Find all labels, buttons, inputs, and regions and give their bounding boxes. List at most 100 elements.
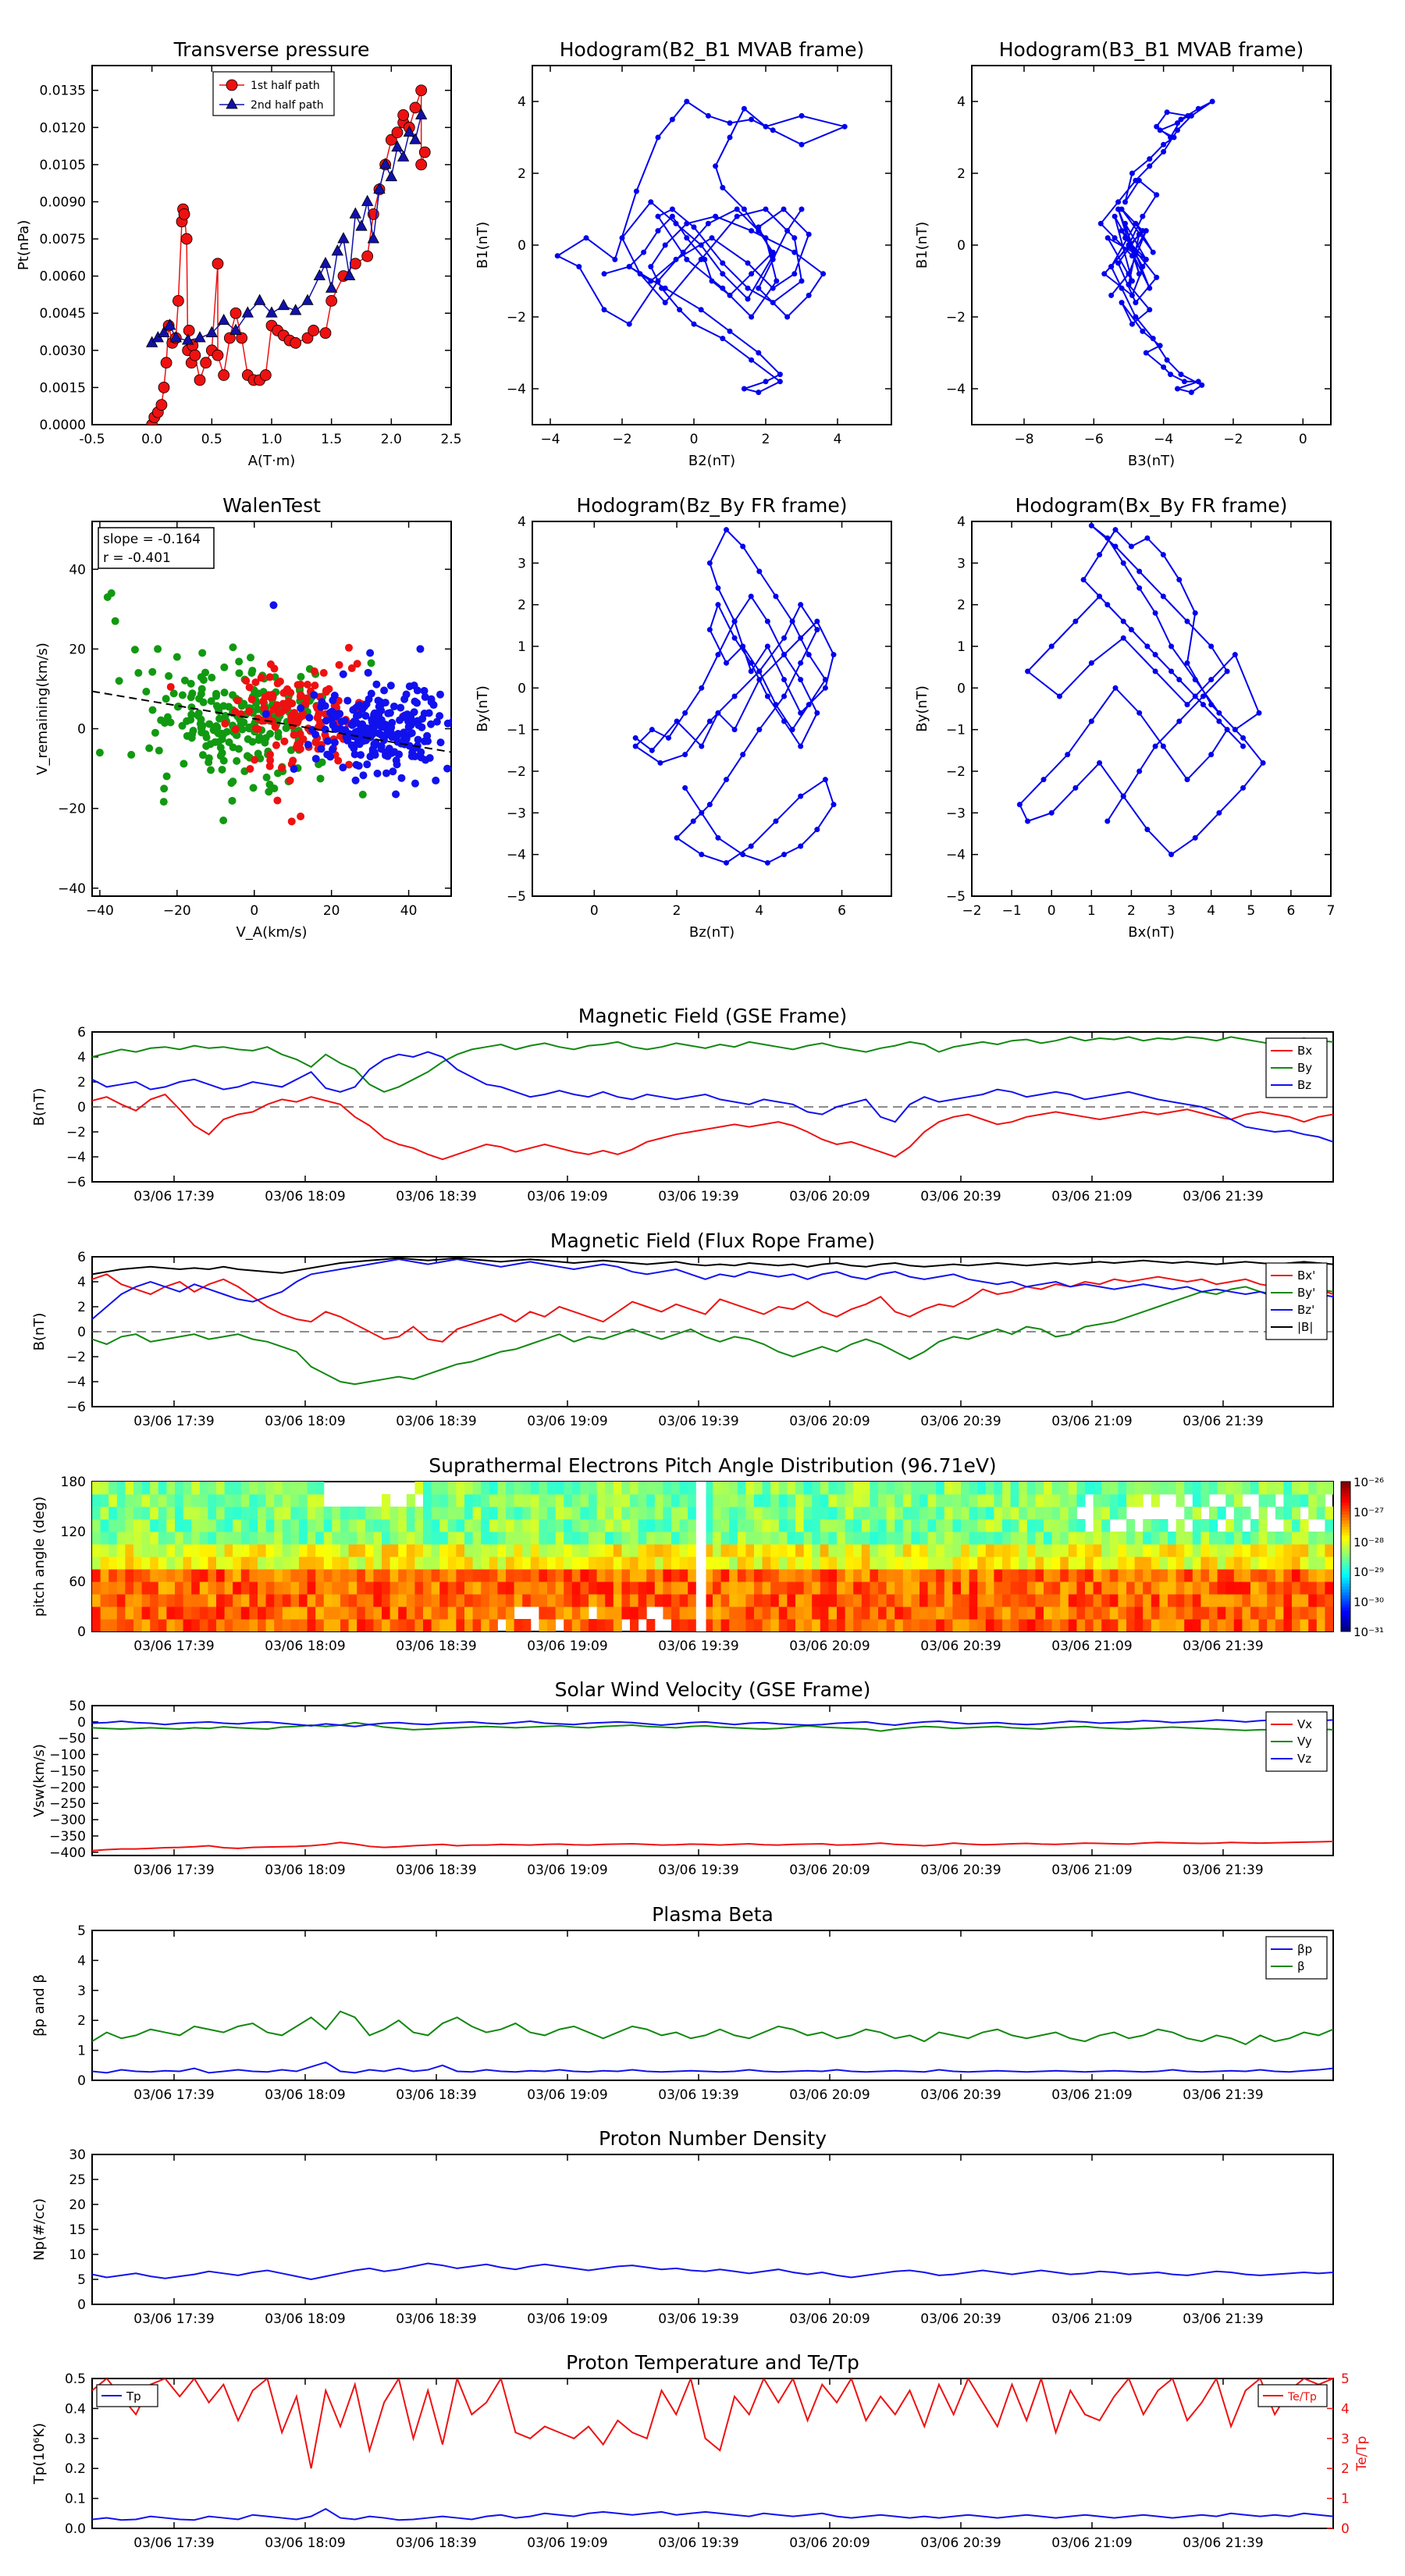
heatmap-cell xyxy=(911,1619,920,1631)
heatmap-cell xyxy=(274,1606,283,1620)
heatmap-cell xyxy=(522,1594,532,1607)
heatmap-cell xyxy=(406,1594,415,1607)
heatmap-cell xyxy=(357,1606,366,1620)
heatmap-cell xyxy=(1026,1619,1036,1631)
x-axis-label: Bz(nT) xyxy=(689,924,735,941)
heatmap-cell xyxy=(1200,1569,1210,1582)
data-point xyxy=(727,120,733,126)
y-axis-label: Tp(10⁶K) xyxy=(31,2423,48,2485)
heatmap-cell xyxy=(1316,1494,1325,1507)
heatmap-cell xyxy=(936,1507,945,1520)
data-point xyxy=(1168,668,1175,674)
heatmap-cell xyxy=(902,1532,912,1545)
x-tick-label: 0 xyxy=(1299,432,1307,447)
heatmap-cell xyxy=(580,1519,589,1532)
heatmap-cell xyxy=(1134,1569,1144,1582)
data-point xyxy=(1181,379,1187,385)
data-point xyxy=(1161,364,1167,370)
heatmap-cell xyxy=(845,1494,854,1507)
heatmap-cell xyxy=(679,1507,688,1520)
data-point xyxy=(1168,643,1175,649)
data-point xyxy=(1195,379,1201,385)
data-point xyxy=(259,369,272,381)
heatmap-cell xyxy=(646,1507,656,1520)
heatmap-cell xyxy=(1225,1482,1235,1495)
heatmap-cell xyxy=(456,1606,465,1620)
heatmap-cell xyxy=(961,1507,970,1520)
heatmap-cell xyxy=(994,1494,1003,1507)
data-point xyxy=(1128,627,1134,633)
data-point xyxy=(198,751,207,760)
heatmap-cell xyxy=(290,1482,300,1495)
data-point xyxy=(260,717,269,725)
x-tick-label: 03/06 19:09 xyxy=(527,2311,607,2327)
heatmap-cell xyxy=(108,1582,118,1595)
heatmap-cell xyxy=(1019,1619,1028,1631)
x-tick-label: 03/06 20:39 xyxy=(920,2311,1001,2327)
heatmap-cell xyxy=(1044,1594,1053,1607)
heatmap-cell xyxy=(646,1544,656,1557)
heatmap-cell xyxy=(100,1519,109,1532)
data-point xyxy=(372,738,380,747)
data-point xyxy=(798,793,804,799)
data-point xyxy=(328,745,336,754)
data-point xyxy=(709,235,715,241)
plot-frame xyxy=(532,521,892,897)
heatmap-cell xyxy=(613,1557,622,1570)
heatmap-cell xyxy=(423,1569,432,1582)
data-point xyxy=(1232,727,1238,733)
data-point xyxy=(748,593,754,600)
y-tick-label: −200 xyxy=(49,1780,86,1795)
heatmap-cell xyxy=(133,1544,143,1557)
heatmap-cell xyxy=(1325,1606,1333,1620)
heatmap-cell xyxy=(414,1507,424,1520)
heatmap-cell xyxy=(315,1519,325,1532)
plot-area xyxy=(92,2262,1333,2281)
heatmap-cell xyxy=(812,1569,821,1582)
heatmap-cell xyxy=(522,1482,532,1495)
heatmap-cell xyxy=(1316,1482,1325,1495)
data-point xyxy=(554,253,560,259)
data-point xyxy=(240,718,248,727)
heatmap-cell xyxy=(406,1569,415,1582)
data-point xyxy=(205,758,213,767)
data-point xyxy=(194,331,206,343)
data-point xyxy=(188,730,197,738)
data-point xyxy=(409,133,422,144)
heatmap-cell xyxy=(671,1507,681,1520)
heatmap-cell xyxy=(183,1594,192,1607)
heatmap-cell xyxy=(911,1532,920,1545)
heatmap-cell xyxy=(1184,1532,1193,1545)
heatmap-cell xyxy=(737,1582,746,1595)
heatmap-cell xyxy=(969,1606,978,1620)
heatmap-cell xyxy=(944,1606,953,1620)
y-tick-label: 4 xyxy=(957,514,966,530)
heatmap-cell xyxy=(464,1519,474,1532)
heatmap-cell xyxy=(183,1544,192,1557)
heatmap-cell xyxy=(812,1507,821,1520)
heatmap-cell xyxy=(1250,1557,1260,1570)
heatmap-cell xyxy=(729,1582,738,1595)
heatmap-cell xyxy=(166,1594,176,1607)
heatmap-cell xyxy=(340,1619,350,1631)
heatmap-cell xyxy=(919,1494,929,1507)
heatmap-cell xyxy=(1242,1594,1251,1607)
heatmap-cell xyxy=(472,1582,482,1595)
data-point xyxy=(384,709,393,717)
x-tick-label: 03/06 19:39 xyxy=(658,1638,738,1654)
data-point xyxy=(1224,668,1230,674)
heatmap-cell xyxy=(745,1582,755,1595)
heatmap-cell xyxy=(382,1594,391,1607)
plot-area xyxy=(92,1036,1333,1161)
heatmap-cell xyxy=(1093,1557,1102,1570)
heatmap-cell xyxy=(1101,1544,1111,1557)
heatmap-cell xyxy=(133,1494,143,1507)
heatmap-cell xyxy=(886,1507,895,1520)
data-point xyxy=(1104,535,1111,541)
heatmap-cell xyxy=(92,1507,101,1520)
heatmap-cell xyxy=(489,1507,498,1520)
heatmap-cell xyxy=(1267,1557,1276,1570)
heatmap-cell xyxy=(150,1544,159,1557)
data-point xyxy=(1184,660,1190,666)
heatmap-cell xyxy=(439,1544,449,1557)
